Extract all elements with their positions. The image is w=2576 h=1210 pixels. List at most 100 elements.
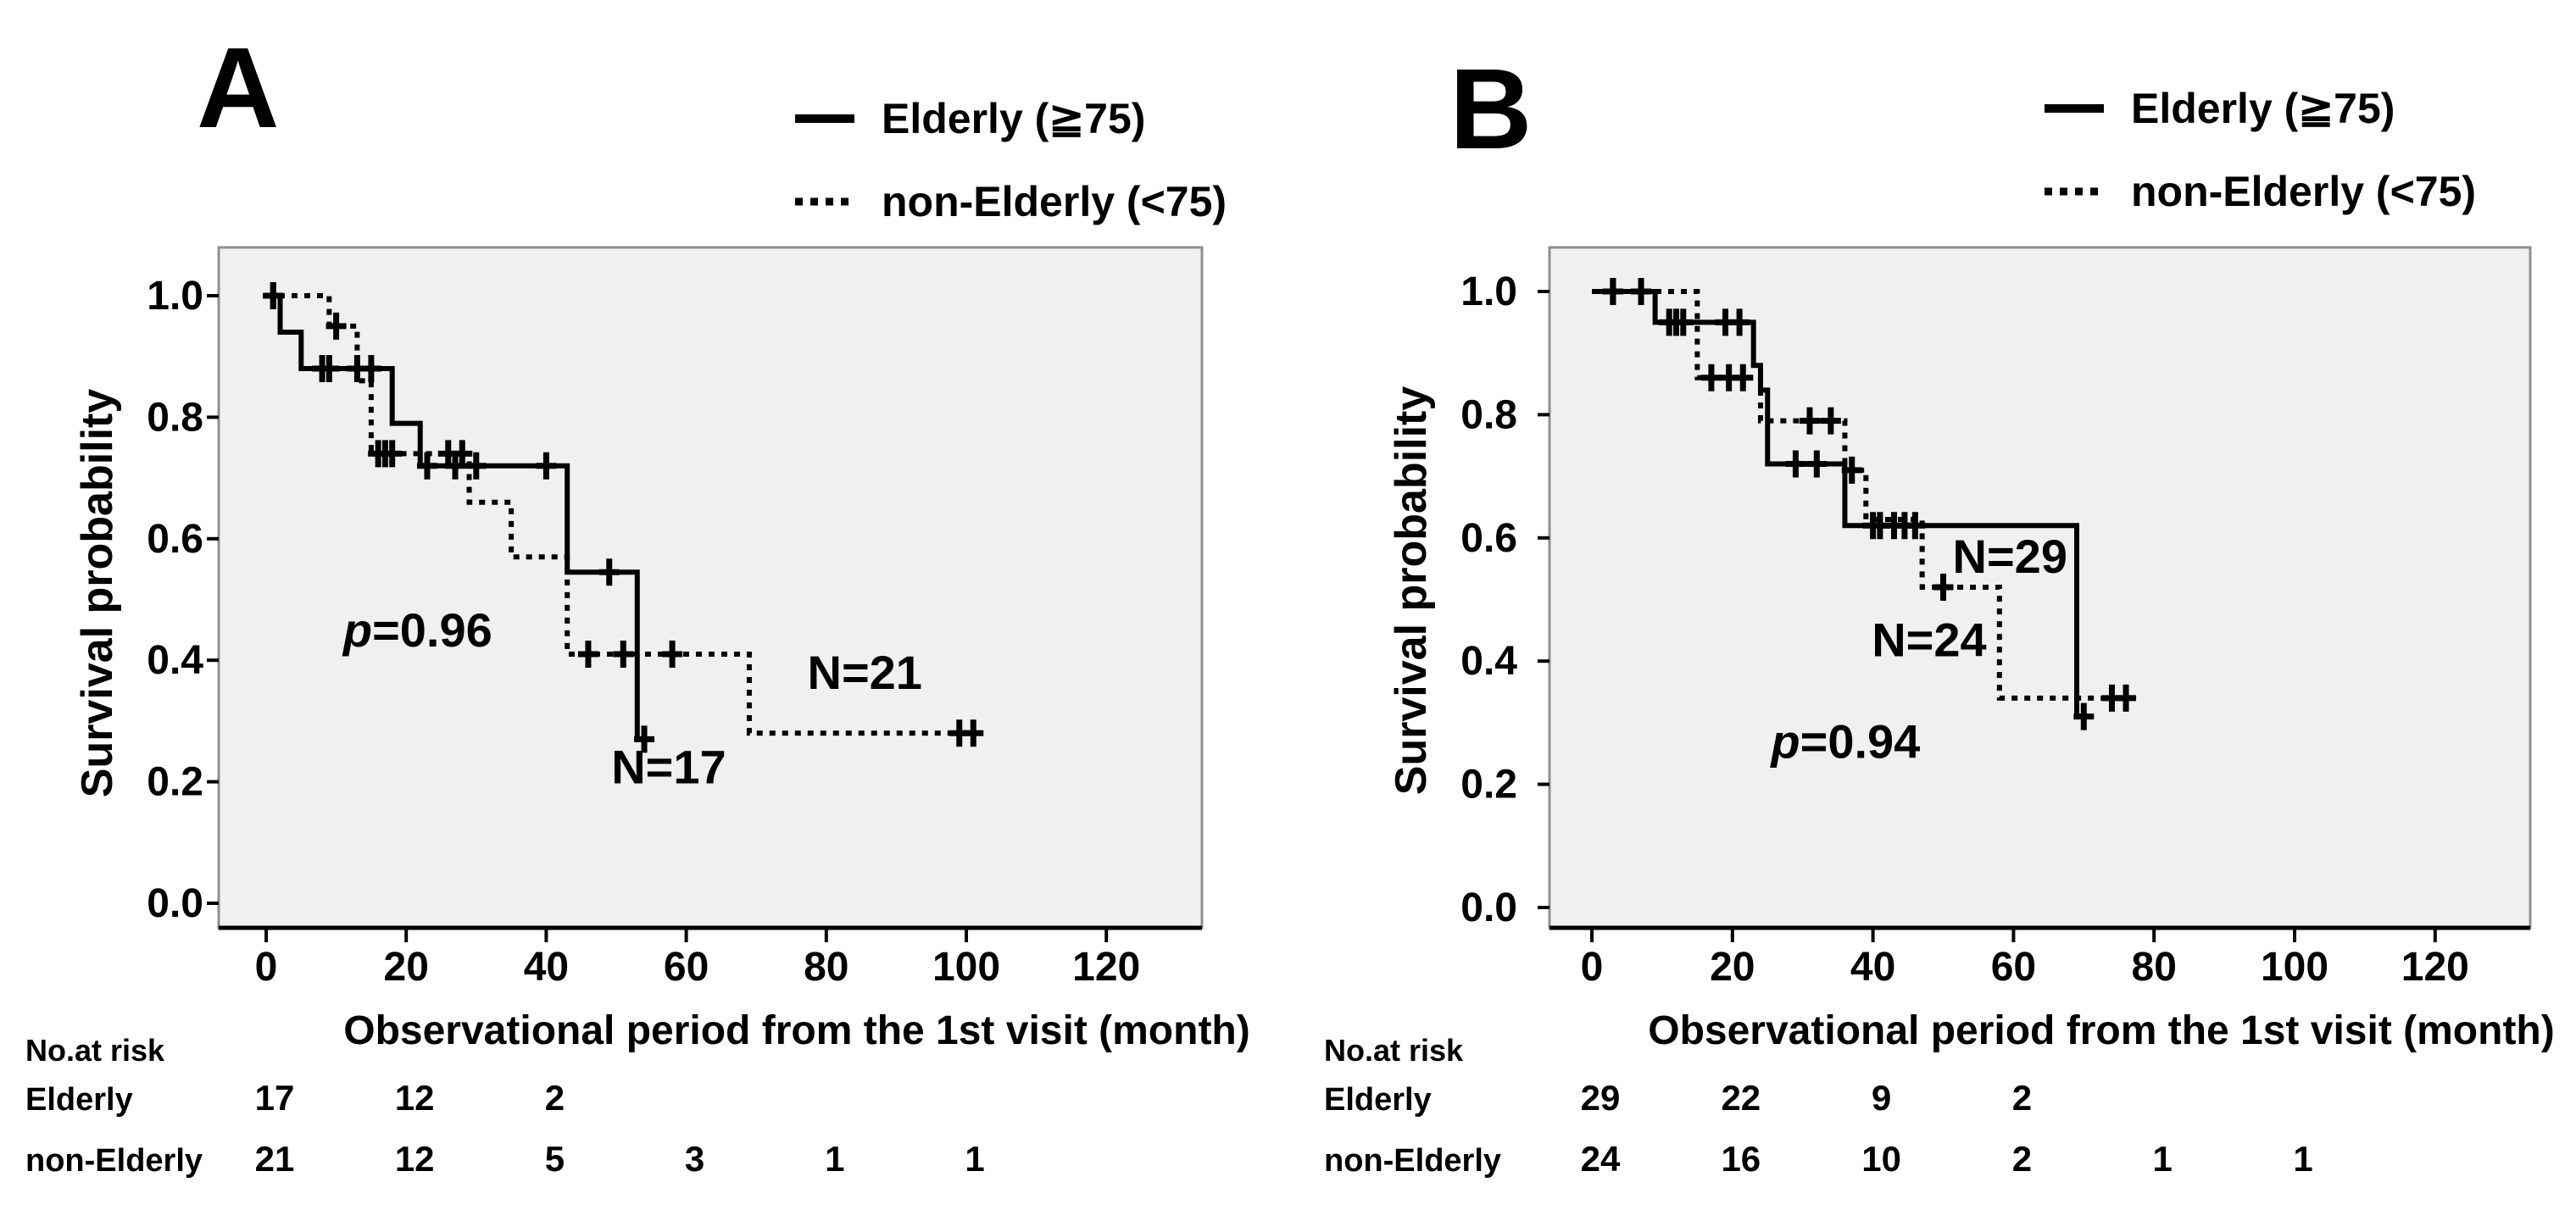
panel-letter: A [197,24,280,152]
y-tick-label: 1.0 [1460,269,1517,314]
censor-mark [1841,456,1862,484]
x-tick-label: 60 [664,945,709,990]
censor-mark [2116,684,2137,712]
censor-mark [1700,364,1722,391]
risk-count: 2 [545,1078,565,1118]
risk-table-header: No.at risk [25,1033,165,1068]
censor-mark [1672,308,1694,336]
risk-count: 1 [825,1139,844,1179]
y-tick-label: 0.4 [147,638,203,683]
censor-mark [1602,278,1623,305]
y-tick-label: 0.8 [147,395,203,440]
risk-count: 21 [255,1139,295,1179]
risk-count: 1 [965,1139,984,1179]
risk-count: 2 [2012,1078,2032,1118]
censor-mark [1806,450,1828,478]
risk-count: 2 [2012,1139,2032,1179]
y-tick-label: 0.2 [147,760,203,805]
x-tick-label: 100 [932,945,1000,990]
risk-count: 12 [395,1139,435,1179]
censor-mark [381,440,403,468]
censor-mark [963,719,984,747]
censor-mark [613,641,634,669]
censor-mark [1785,450,1806,478]
x-tick-label: 20 [1710,945,1755,990]
risk-row-label: Elderly [25,1082,133,1118]
annotation-n-label-elderly: N=29 [1953,530,2067,583]
x-axis-title: Observational period from the 1st visit … [343,1008,1249,1053]
x-axis-title: Observational period from the 1st visit … [1648,1008,2554,1053]
y-tick-label: 0.6 [1460,516,1517,561]
annotation-n-label-non-elderly: N=24 [1872,613,1986,666]
censor-mark [2073,702,2095,730]
km-curve-non-elderly [1592,289,2134,701]
y-tick-label: 0.0 [147,881,203,926]
x-tick-label: 60 [1991,945,2036,990]
x-tick-label: 120 [2401,945,2469,990]
censor-mark [452,440,473,468]
x-tick-label: 40 [524,945,569,990]
risk-count: 12 [395,1078,435,1118]
risk-count: 3 [685,1139,704,1179]
censor-mark [1799,407,1820,435]
y-axis-title: Survival probability [1387,386,1436,796]
annotation-n-label-non-elderly: N=21 [808,646,922,699]
censor-mark [263,282,284,309]
y-tick-label: 0.8 [1460,392,1517,437]
panel-B: B Elderly (≧75) non-Elderly (<75) 1.0 0.8 0.6… [1324,45,2555,1179]
x-tick-label: 0 [1581,945,1604,990]
risk-count: 9 [1872,1078,1891,1118]
risk-table-header: No.at risk [1324,1033,1464,1068]
censor-mark [577,641,598,669]
censor-mark [598,558,620,586]
x-tick-label: 40 [1850,945,1895,990]
x-tick-label: 120 [1072,945,1140,990]
censor-mark [1820,407,1841,435]
censor-mark [634,725,655,753]
risk-count: 1 [2293,1139,2312,1179]
risk-count: 16 [1721,1139,1761,1179]
risk-row-label: Elderly [1324,1082,1432,1118]
annotation-n-label-elderly: N=17 [611,740,726,793]
risk-count: 29 [1581,1078,1621,1118]
y-tick-label: 0.2 [1460,763,1517,808]
x-tick-label: 80 [2132,945,2177,990]
risk-count: 1 [2153,1139,2173,1179]
censor-mark [360,355,381,383]
risk-count: 17 [255,1078,295,1118]
panel-A: A Elderly (≧75) non-Elderly (<75) 1.0 0.8 0.6… [25,24,1250,1179]
y-tick-label: 0.6 [147,517,203,562]
legend-label: non-Elderly (<75) [2131,168,2476,215]
x-tick-label: 20 [384,945,429,990]
plot-area [1548,246,2532,930]
censor-mark [319,355,340,383]
legend-label: Elderly (≧75) [2131,85,2395,132]
panel-letter: B [1449,45,1533,173]
x-tick-label: 0 [255,945,278,990]
legend-label: Elderly (≧75) [882,95,1145,142]
censor-mark [325,312,347,340]
censor-mark [536,452,557,480]
legend-label: non-Elderly (<75) [882,178,1227,225]
km-curve-elderly [266,293,652,742]
censor-mark [1733,364,1754,391]
risk-row-label: non-Elderly [1324,1143,1501,1179]
y-tick-label: 1.0 [147,274,203,319]
censor-mark [1631,278,1652,305]
censor-mark [416,452,437,480]
annotation-p-value: p=0.96 [342,603,492,657]
y-tick-label: 0.0 [1460,885,1517,930]
censor-mark [1729,308,1750,336]
x-tick-label: 100 [2261,945,2328,990]
censor-mark [1933,573,1954,601]
censor-mark [662,641,683,669]
y-axis-title: Survival probability [73,389,122,798]
risk-row-label: non-Elderly [25,1143,203,1179]
risk-count: 22 [1721,1078,1761,1118]
y-tick-label: 0.4 [1460,639,1517,684]
x-tick-label: 80 [804,945,848,990]
plot-area [217,246,1204,930]
risk-count: 5 [545,1139,565,1179]
